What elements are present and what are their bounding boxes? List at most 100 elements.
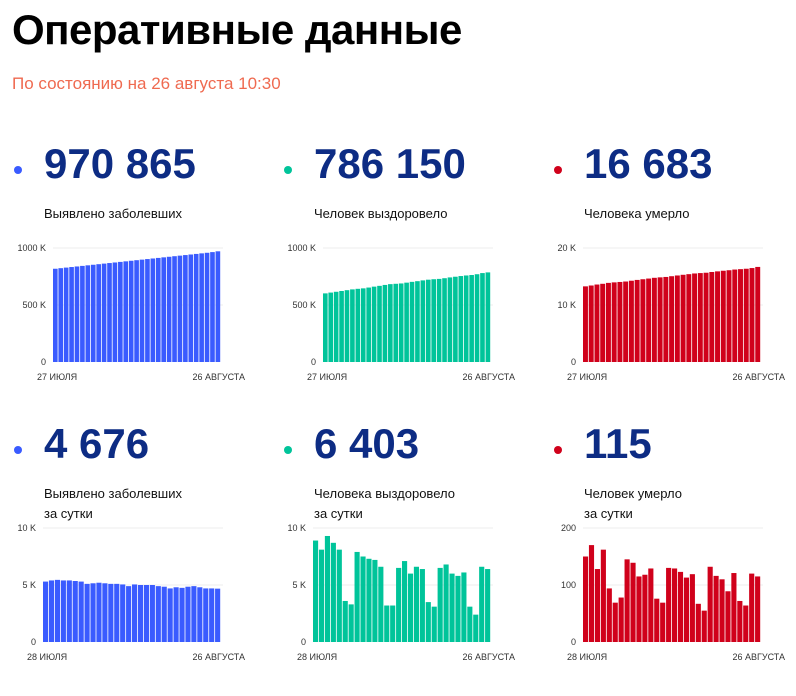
- bar: [666, 567, 672, 642]
- bar: [118, 261, 123, 362]
- bar: [588, 545, 595, 642]
- bar: [58, 268, 64, 362]
- bar: [634, 279, 640, 362]
- bar: [366, 287, 371, 362]
- bar: [114, 583, 120, 642]
- bar: [360, 288, 366, 362]
- bar: [436, 278, 442, 362]
- bar: [407, 573, 414, 642]
- bar: [396, 567, 402, 642]
- bar: [69, 267, 74, 362]
- bar: [344, 290, 350, 362]
- bar: [134, 260, 139, 362]
- y-tick-label: 500 K: [292, 300, 316, 310]
- bar: [600, 283, 606, 362]
- bar: [382, 284, 388, 362]
- bar: [323, 293, 328, 362]
- bar: [725, 591, 731, 642]
- bar: [715, 271, 721, 362]
- bar: [624, 559, 630, 642]
- stat-value: 115: [584, 420, 652, 467]
- bar: [53, 268, 58, 362]
- legend-dot-icon: [14, 446, 22, 454]
- bar: [143, 585, 149, 642]
- x-tick-label: 27 ИЮЛЯ: [307, 372, 347, 382]
- bar: [695, 603, 701, 642]
- y-tick-label: 10 K: [557, 300, 576, 310]
- bar: [167, 588, 173, 642]
- bar: [372, 559, 378, 642]
- bar: [648, 568, 654, 642]
- bar: [755, 576, 761, 642]
- bar: [663, 276, 669, 362]
- stat-label-line1: Человека выздоровело: [314, 486, 455, 501]
- y-tick-label: 200: [561, 523, 576, 533]
- bar: [43, 581, 49, 642]
- y-tick-label: 500 K: [22, 300, 46, 310]
- bar: [183, 255, 188, 362]
- bar-chart: 0 500 K 1000 K 27 ИЮЛЯ 26 АВГУСТА: [287, 243, 515, 382]
- bar: [720, 270, 726, 362]
- bar: [204, 252, 210, 362]
- bar: [150, 258, 156, 362]
- bar: [425, 279, 431, 362]
- page-title: Оперативные данные: [12, 6, 462, 53]
- bar: [738, 269, 743, 362]
- bar: [139, 259, 145, 362]
- y-tick-label: 0: [571, 637, 576, 647]
- bar: [594, 569, 600, 642]
- bar: [640, 279, 646, 362]
- bar: [447, 277, 453, 362]
- bar: [145, 259, 150, 362]
- bar: [749, 573, 755, 642]
- bar: [155, 257, 161, 362]
- stat-label-line2: за сутки: [584, 506, 633, 521]
- bar: [342, 600, 348, 642]
- bar: [442, 278, 447, 362]
- bar: [90, 264, 96, 362]
- bar: [90, 583, 96, 642]
- bar: [173, 587, 179, 642]
- stat-label-line1: Человека умерло: [584, 206, 690, 221]
- stat-label: Человек выздоровело: [314, 204, 447, 224]
- bar: [85, 265, 91, 362]
- bar: [172, 256, 177, 362]
- y-tick-label: 100: [561, 580, 576, 590]
- bar: [453, 276, 458, 362]
- bar-chart: 0 500 K 1000 K 27 ИЮЛЯ 26 АВГУСТА: [17, 243, 245, 382]
- x-tick-label: 28 ИЮЛЯ: [297, 652, 337, 662]
- stat-value: 4 676: [44, 420, 150, 467]
- bar: [398, 283, 404, 362]
- bar: [210, 252, 215, 362]
- bar: [420, 280, 426, 362]
- bar: [485, 569, 491, 642]
- bar: [63, 267, 69, 362]
- bar: [713, 575, 719, 642]
- bar: [72, 581, 78, 642]
- bar: [390, 605, 396, 642]
- bar: [651, 277, 657, 362]
- bar: [78, 581, 84, 642]
- bar: [371, 286, 377, 362]
- bar: [654, 598, 660, 642]
- bar: [660, 602, 666, 642]
- bar: [674, 275, 680, 362]
- y-tick-label: 0: [571, 357, 576, 367]
- bar: [179, 587, 185, 642]
- bar: [330, 542, 336, 642]
- bar: [469, 275, 474, 362]
- stat-label-line1: Выявлено заболевших: [44, 206, 182, 221]
- bar: [185, 586, 191, 642]
- bar: [388, 284, 393, 362]
- bar: [642, 574, 648, 642]
- bar: [66, 580, 72, 642]
- x-tick-label: 28 ИЮЛЯ: [27, 652, 67, 662]
- bar: [630, 562, 636, 642]
- bar-chart: 0 5 K 10 K 28 ИЮЛЯ 26 АВГУСТА: [17, 523, 245, 662]
- bar: [84, 583, 90, 642]
- bar: [48, 580, 55, 642]
- bar: [333, 291, 339, 362]
- x-tick-label: 26 АВГУСТА: [462, 372, 515, 382]
- bar: [692, 273, 698, 362]
- bar: [646, 278, 652, 362]
